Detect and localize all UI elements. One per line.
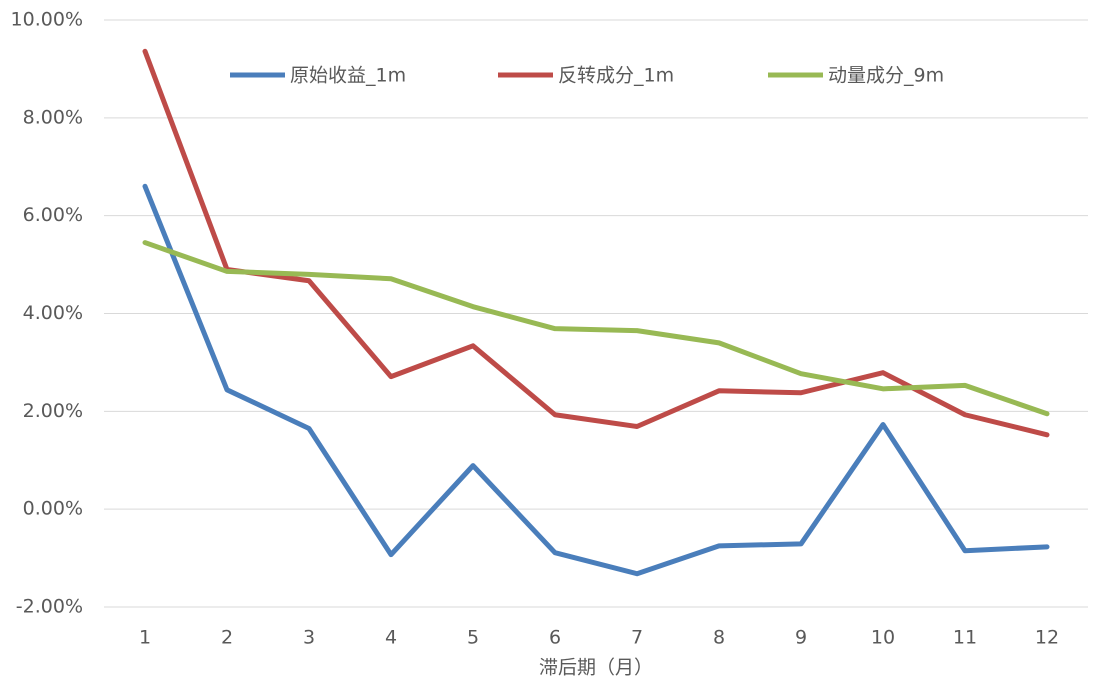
- legend-label: 反转成分_1m: [558, 65, 674, 87]
- x-axis-label: 滞后期（月）: [539, 657, 653, 679]
- y-tick-label: 8.00%: [23, 106, 83, 128]
- x-tick-label: 7: [631, 627, 643, 649]
- x-tick-label: 5: [467, 627, 479, 649]
- y-tick-label: 10.00%: [11, 9, 83, 31]
- y-tick-label: 6.00%: [23, 204, 83, 226]
- x-tick-label: 2: [221, 627, 233, 649]
- x-tick-label: 6: [549, 627, 561, 649]
- x-tick-label: 11: [953, 627, 977, 649]
- x-tick-label: 4: [385, 627, 397, 649]
- series-line: [142, 183, 1050, 577]
- x-tick-label: 3: [303, 627, 315, 649]
- y-tick-label: 2.00%: [23, 400, 83, 422]
- y-tick-label: 0.00%: [23, 498, 83, 520]
- series-line: [142, 240, 1050, 417]
- x-tick-label: 9: [795, 627, 807, 649]
- x-tick-label: 10: [871, 627, 895, 649]
- y-tick-label: -2.00%: [16, 596, 83, 618]
- series-line: [142, 48, 1050, 438]
- x-tick-label: 8: [713, 627, 725, 649]
- x-tick-label: 1: [139, 627, 151, 649]
- y-tick-label: 4.00%: [23, 302, 83, 324]
- legend-label: 动量成分_9m: [828, 65, 944, 87]
- x-tick-label: 12: [1035, 627, 1059, 649]
- legend-label: 原始收益_1m: [290, 65, 406, 87]
